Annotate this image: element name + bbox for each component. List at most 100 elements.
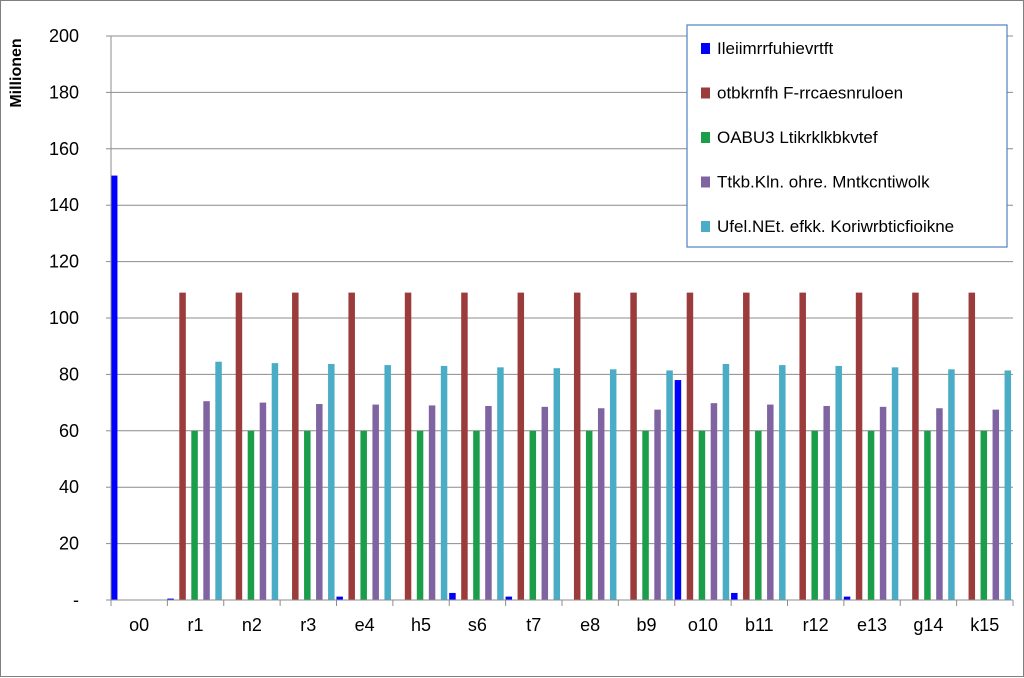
bar-r3-series-2 [292, 292, 299, 600]
bar-b11-series-1 [731, 592, 738, 600]
bar-r3-series-3 [304, 430, 311, 600]
bar-g14-series-4 [936, 408, 943, 600]
bar-e4-series-2 [348, 292, 355, 600]
x-tick-label-g14: g14 [913, 615, 943, 635]
bar-s6-series-4 [485, 405, 492, 600]
bar-e13-series-5 [891, 367, 899, 600]
bar-s6-series-2 [461, 292, 468, 600]
x-tick-label-e13: e13 [857, 615, 887, 635]
x-tick-labels: o0 r1 n2 r3 e4 h5 s6 t7 e8 b9 o10 b11 r12 e13 g14 k15 [129, 615, 999, 635]
bar-e4-series-5 [384, 365, 391, 600]
bar-b9-series-3 [642, 430, 649, 600]
bar-h5-series-5 [440, 365, 448, 600]
bar-e8-series-5 [609, 369, 617, 600]
bar-o10-series-4 [710, 403, 718, 600]
bar-b9-series-4 [654, 409, 661, 600]
bar-r12-series-2 [799, 292, 806, 600]
x-tick-label-o0: o0 [129, 615, 149, 635]
x-tick-label-e4: e4 [355, 615, 375, 635]
x-tick-label-h5: h5 [411, 615, 431, 635]
bar-b11-series-2 [743, 292, 750, 600]
bar-t7-series-5 [553, 368, 561, 600]
bar-n2-series-4 [259, 402, 267, 600]
bar-k15-series-4 [992, 409, 1000, 600]
x-tick-label-r3: r3 [300, 615, 316, 635]
bar-s6-series-5 [497, 367, 504, 600]
bar-e4-series-1 [336, 596, 343, 600]
y-tick-label: 40 [59, 477, 79, 497]
axes [106, 35, 1014, 606]
bar-o10-series-5 [722, 363, 730, 600]
bar-t7-series-4 [541, 406, 549, 600]
bar-g14-series-5 [948, 369, 955, 600]
x-tick-label-e8: e8 [580, 615, 600, 635]
legend-swatch-3 [701, 132, 710, 143]
y-tick-label: 140 [49, 195, 79, 215]
bar-r1-series-1 [167, 598, 174, 600]
bar-o10-series-1 [674, 380, 682, 600]
bar-n2-series-5 [271, 363, 279, 600]
bar-s6-series-3 [473, 430, 480, 600]
bar-e13-series-1 [843, 596, 851, 600]
legend-label-5: Ufel.NEt. efkk. Koriwrbticfioikne [717, 217, 954, 236]
x-tick-label-t7: t7 [526, 615, 541, 635]
bar-b9-series-2 [630, 292, 637, 600]
bar-e4-series-4 [372, 404, 379, 600]
bar-k15-series-2 [968, 292, 976, 600]
bar-o0-series-1 [110, 175, 118, 600]
bar-t7-series-3 [529, 430, 537, 600]
y-tick-label: 180 [49, 82, 79, 102]
x-tick-label-s6: s6 [468, 615, 487, 635]
y-tick-labels: - 20 40 60 80 100 120 140 160 180 200 [49, 26, 79, 610]
legend-swatch-2 [701, 87, 710, 99]
bar-e8-series-4 [597, 408, 605, 600]
y-tick-label: 80 [59, 364, 79, 384]
bar-b11-series-4 [767, 404, 774, 600]
x-tick-label-b9: b9 [637, 615, 657, 635]
x-tick-label-o10: o10 [688, 615, 718, 635]
bar-r3-series-5 [328, 363, 335, 600]
legend: Ileiimrrfuhievrtft otbkrnfh F-rrcaesnrulo… [686, 24, 1008, 248]
bar-s6-series-1 [449, 592, 456, 600]
bar-r3-series-4 [316, 404, 323, 600]
bar-r12-series-3 [811, 430, 818, 600]
legend-swatch-1 [701, 43, 710, 54]
bar-e8-series-2 [573, 292, 581, 600]
bar-b11-series-3 [755, 430, 762, 600]
legend-box [686, 24, 1008, 248]
y-tick-label: 200 [49, 26, 79, 46]
bar-r1-series-5 [215, 361, 222, 600]
bar-o10-series-3 [698, 430, 706, 600]
bar-h5-series-3 [416, 430, 424, 600]
x-tick-label-r1: r1 [188, 615, 204, 635]
bar-t7-series-1 [505, 596, 513, 600]
bar-r1-series-4 [203, 401, 210, 600]
y-tick-label: 160 [49, 139, 79, 159]
y-tick-label: 100 [49, 308, 79, 328]
x-tick-label-n2: n2 [242, 615, 262, 635]
bar-e4-series-3 [360, 430, 367, 600]
bar-h5-series-2 [404, 292, 412, 600]
bar-b9-series-5 [666, 370, 673, 600]
bar-r1-series-3 [191, 430, 198, 600]
bar-g14-series-3 [924, 430, 931, 600]
bar-e8-series-3 [585, 430, 593, 600]
bar-b11-series-5 [779, 365, 786, 600]
x-tick-label-r12: r12 [803, 615, 829, 635]
bar-e13-series-3 [867, 430, 875, 600]
bar-h5-series-4 [428, 405, 436, 600]
y-tick-label: 60 [59, 421, 79, 441]
legend-label-4: Ttkb.Kln. ohre. Mntkcntiwolk [717, 173, 930, 192]
bar-k15-series-3 [980, 430, 988, 600]
bar-e13-series-4 [879, 406, 887, 600]
bars [110, 175, 1012, 600]
bar-o10-series-2 [686, 292, 694, 600]
legend-label-2: otbkrnfh F-rrcaesnruloen [717, 84, 903, 103]
bar-g14-series-2 [912, 292, 919, 600]
bar-n2-series-3 [247, 430, 255, 600]
x-tick-label-b11: b11 [745, 615, 774, 635]
bar-r12-series-5 [835, 365, 842, 600]
y-axis-label: Millionen [8, 38, 25, 107]
y-tick-label: 20 [59, 534, 79, 554]
